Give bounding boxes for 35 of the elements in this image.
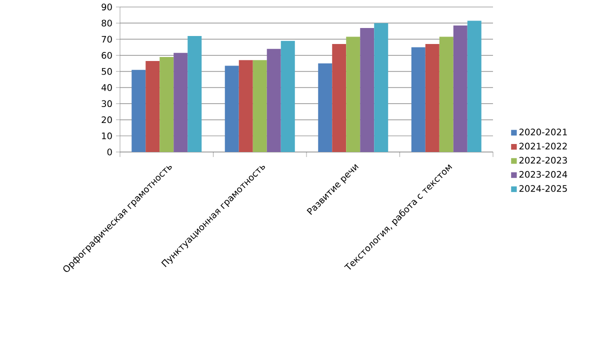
legend-label: 2024-2025 [519,185,567,192]
bar [146,60,160,152]
bar [132,70,146,152]
y-tick-label: 20 [102,116,112,124]
bar [252,60,267,152]
legend-label: 2020-2021 [519,128,567,136]
bar [318,63,332,152]
y-tick-label: 70 [102,36,112,43]
bar [346,36,360,152]
y-tick-label: 10 [102,132,112,140]
y-tick-label: 80 [102,20,112,26]
bar [224,66,239,152]
bar [188,36,202,152]
y-tick-label: 30 [102,100,112,108]
bar [374,23,388,152]
bar [467,20,482,152]
bar [453,26,468,152]
y-tick-label: 90 [102,4,112,10]
legend-label: 2021-2022 [519,142,567,150]
y-tick-label: 60 [102,52,112,59]
bar [439,36,454,152]
bar [280,40,295,152]
bar [360,28,374,152]
bar [425,44,440,152]
bar [332,44,346,152]
y-tick-label: 40 [102,84,112,91]
y-tick-label: 0 [107,148,112,156]
legend-label: 2022-2023 [519,156,567,164]
bar [266,48,281,152]
bar [174,52,188,152]
bar [160,56,174,152]
y-tick-label: 50 [102,68,112,75]
bar [411,47,426,152]
legend-label: 2023-2024 [519,171,568,178]
bar [238,60,253,152]
